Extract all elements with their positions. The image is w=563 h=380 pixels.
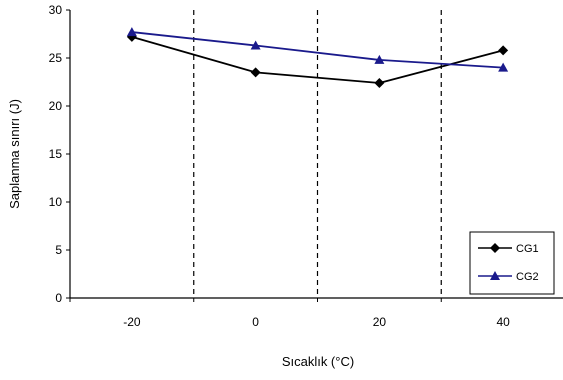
y-tick-label: 30 xyxy=(49,3,63,17)
ticks-layer: 0 5 10 15 20 25 30 -20 0 20 40 xyxy=(49,3,510,329)
y-tick-label: 20 xyxy=(49,99,63,113)
x-tick-label: 40 xyxy=(496,315,510,329)
y-tick-label: 5 xyxy=(55,243,62,257)
legend-label-cg2: CG2 xyxy=(516,271,539,283)
y-axis-title: Saplanma sınırı (J) xyxy=(7,99,22,209)
series-layer xyxy=(126,27,509,88)
legend-label-cg1: CG1 xyxy=(516,243,539,255)
y-tick-label: 25 xyxy=(49,51,63,65)
x-tick-label: 0 xyxy=(252,315,259,329)
legend: CG1 CG2 xyxy=(469,231,555,295)
data-point-cg1 xyxy=(374,77,385,88)
y-tick-label: 0 xyxy=(55,291,62,305)
data-point-cg2 xyxy=(498,62,509,72)
legend-marker-cg2 xyxy=(490,271,500,280)
data-point-cg1 xyxy=(498,45,509,56)
x-tick-label: 20 xyxy=(373,315,387,329)
grid-layer xyxy=(193,10,442,298)
legend-marker-cg1 xyxy=(490,243,500,253)
x-axis-title: Sıcaklık (°C) xyxy=(282,354,354,369)
x-tick-label: -20 xyxy=(123,315,141,329)
data-point-cg2 xyxy=(374,54,385,64)
data-point-cg2 xyxy=(250,40,261,50)
y-tick-label: 15 xyxy=(49,147,63,161)
y-tick-label: 10 xyxy=(49,195,63,209)
series-line-cg2 xyxy=(131,31,504,69)
data-point-cg1 xyxy=(250,67,261,78)
series-line-cg1 xyxy=(131,36,504,84)
legend-box xyxy=(469,231,555,295)
data-point-cg2 xyxy=(126,27,137,37)
